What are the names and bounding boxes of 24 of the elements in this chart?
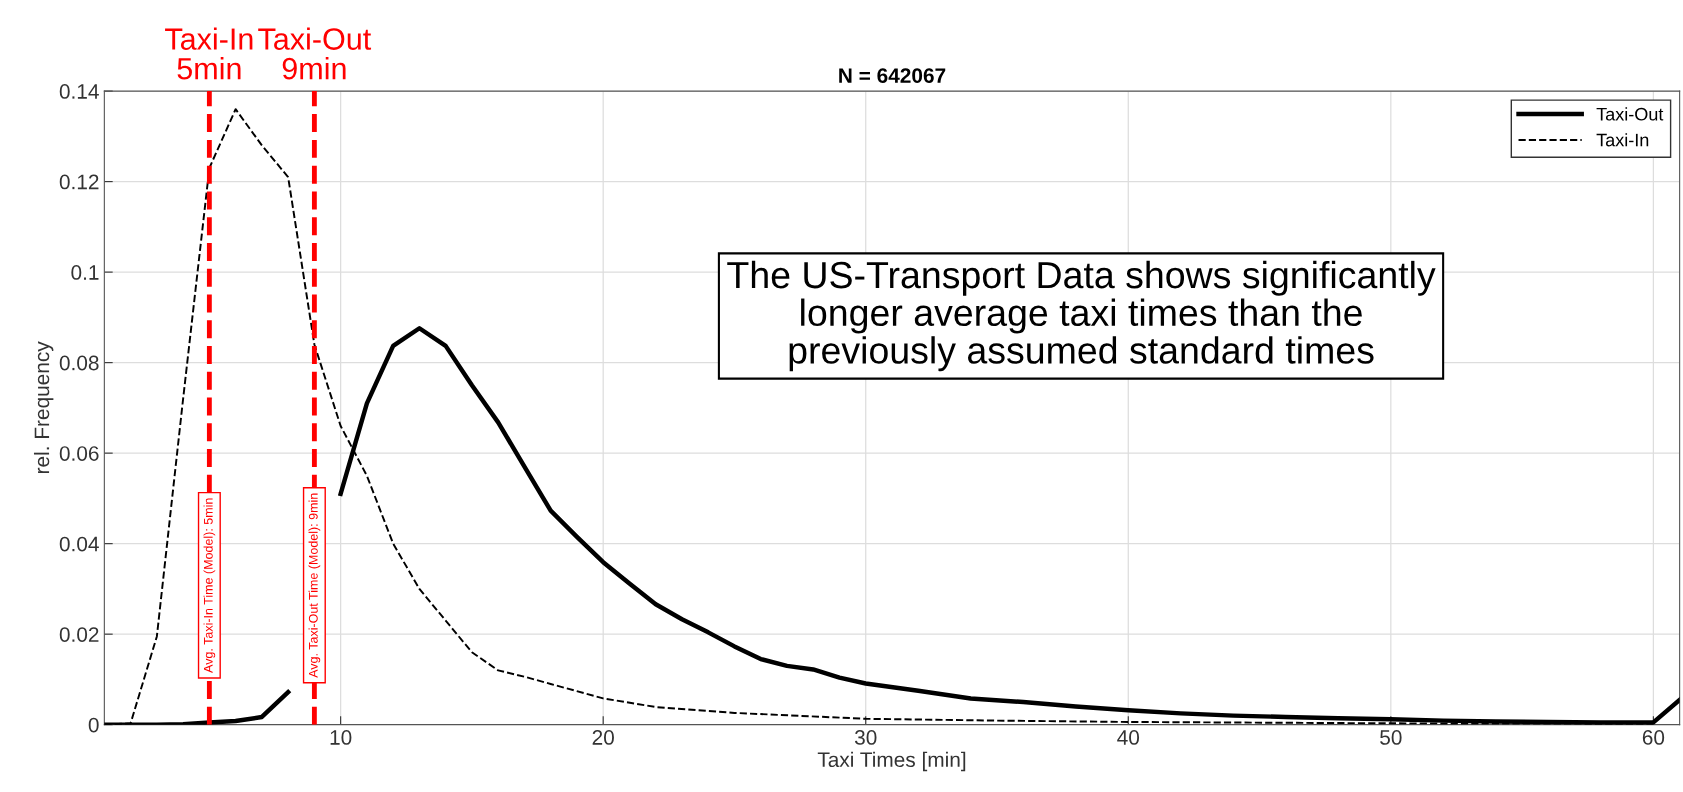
y-tick-label: 0.06	[59, 446, 99, 461]
y-tick-label: 0.1	[71, 265, 99, 280]
x-tick-label: 20	[592, 730, 614, 745]
y-tick-label: 0.02	[59, 627, 99, 642]
y-tick-label: 0.08	[59, 355, 99, 371]
annotation: The US-Transport Data shows significantly longer average taxi times than the previously assumed standard times	[727, 260, 1436, 372]
x-tick-label: 30	[854, 730, 877, 745]
legend-label: Taxi-In	[1596, 133, 1649, 147]
x-tick-label: 10	[330, 730, 352, 745]
annotation: Taxi-Out 9min	[258, 27, 372, 80]
y-tick-label: 0.04	[59, 536, 99, 552]
y-tick-label: 0.14	[59, 84, 99, 99]
y-tick-label: 0.12	[59, 174, 99, 190]
chart-title: N = 642067	[839, 68, 946, 83]
y-tick-label: 0	[88, 717, 99, 733]
y-axis-title: rel. Frequency	[33, 341, 54, 474]
annotation: Taxi-In 5min	[165, 27, 253, 80]
x-tick-label: 60	[1642, 730, 1665, 745]
x-tick-label: 40	[1117, 730, 1140, 745]
ref-line-label: Avg. Taxi-In Time (Model): 5min	[203, 498, 216, 673]
legend-label: Taxi-Out	[1596, 107, 1664, 121]
x-axis-title: Taxi Times [min]	[817, 751, 966, 772]
x-tick-label: 50	[1380, 730, 1402, 745]
ref-line-label: Avg. Taxi-Out Time (Model): 9min	[308, 493, 321, 678]
